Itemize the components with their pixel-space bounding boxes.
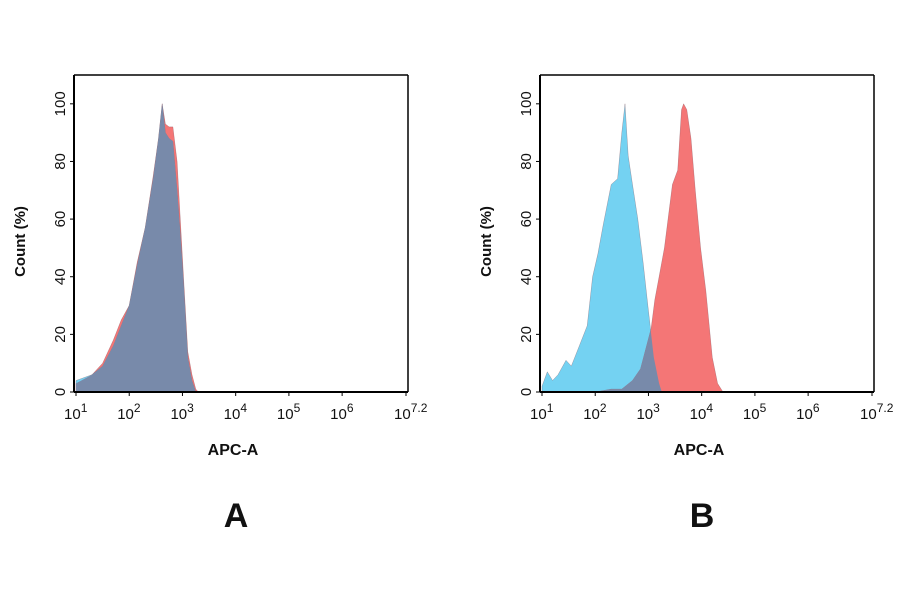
y-tick-label: 100 xyxy=(52,91,69,116)
y-axis-label: Count (%) xyxy=(12,206,29,277)
y-tick-label: 80 xyxy=(52,153,69,170)
x-tick-label: 101 xyxy=(64,401,88,423)
x-tick-label: 105 xyxy=(277,401,301,423)
panel-label: B xyxy=(690,497,715,535)
x-axis-label: APC-A xyxy=(208,442,259,459)
histogram-panel-a: 0 20 40 60 80 100 101 102 103 104 105 106 107.2 APC-A… xyxy=(12,74,428,535)
y-tick-label: 20 xyxy=(518,326,535,343)
x-tick-label: 103 xyxy=(170,401,194,423)
x-tick-label: 106 xyxy=(796,401,820,423)
histogram-panel-b: 0 20 40 60 80 100 101 102 103 104 105 106 107.2 APC-A… xyxy=(478,74,894,535)
x-tick-label: 107.2 xyxy=(394,401,428,423)
y-tick-label: 0 xyxy=(518,388,535,396)
x-tick-label: 105 xyxy=(743,401,767,423)
panel-label: A xyxy=(224,497,249,535)
y-tick-label: 60 xyxy=(52,211,69,228)
x-tick-label: 107.2 xyxy=(860,401,894,423)
x-tick-label: 104 xyxy=(690,401,714,423)
y-tick-label: 0 xyxy=(52,388,69,396)
y-tick-label: 80 xyxy=(518,153,535,170)
x-tick-label: 101 xyxy=(530,401,554,423)
y-tick-label: 60 xyxy=(518,211,535,228)
x-tick-label: 104 xyxy=(224,401,248,423)
x-axis-label: APC-A xyxy=(674,442,725,459)
x-tick-label: 102 xyxy=(117,401,141,423)
y-axis-label: Count (%) xyxy=(478,206,495,277)
x-tick-label: 103 xyxy=(636,401,660,423)
y-tick-label: 20 xyxy=(52,326,69,343)
overlap-region xyxy=(76,103,196,392)
y-tick-label: 40 xyxy=(518,268,535,285)
x-tick-label: 106 xyxy=(330,401,354,423)
y-tick-label: 100 xyxy=(518,91,535,116)
isotype-histogram xyxy=(541,103,663,393)
y-tick-label: 40 xyxy=(52,268,69,285)
x-tick-label: 102 xyxy=(583,401,607,423)
